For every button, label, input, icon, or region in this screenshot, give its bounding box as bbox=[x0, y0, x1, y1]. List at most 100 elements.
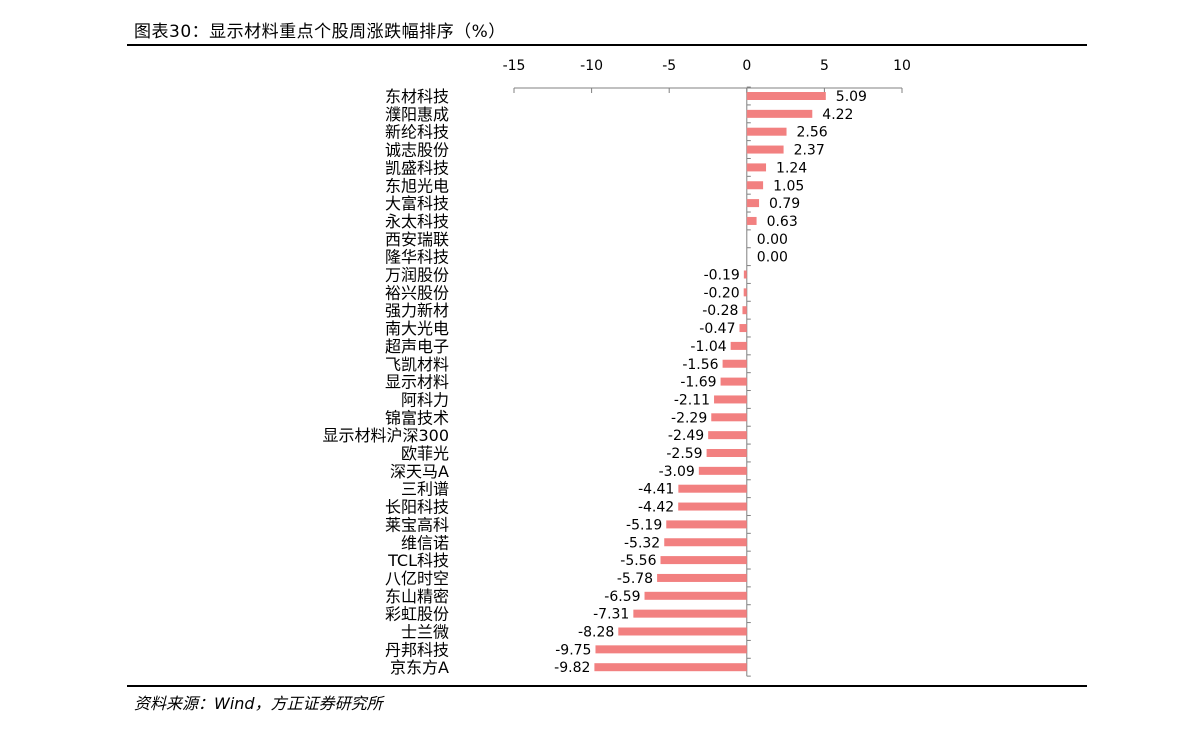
value-label: 5.09 bbox=[836, 89, 867, 105]
category-label: 三利谱 bbox=[401, 480, 449, 499]
bar bbox=[746, 92, 826, 100]
value-label: -1.04 bbox=[690, 339, 726, 355]
value-label: 0.00 bbox=[757, 232, 788, 248]
bottom-rule bbox=[127, 685, 1087, 687]
value-label: 1.05 bbox=[773, 178, 804, 194]
bar bbox=[660, 556, 747, 565]
bar bbox=[746, 127, 787, 136]
bar bbox=[746, 163, 767, 172]
value-label: 2.37 bbox=[794, 143, 825, 159]
value-label: -0.47 bbox=[699, 321, 735, 337]
category-label: 南大光电 bbox=[385, 319, 449, 338]
bar bbox=[743, 270, 747, 279]
value-label: -4.42 bbox=[638, 500, 674, 516]
category-label: 维信诺 bbox=[401, 533, 449, 552]
x-tick-label: 0 bbox=[742, 58, 751, 74]
value-label: -5.78 bbox=[617, 571, 653, 587]
value-label: -9.75 bbox=[555, 642, 591, 658]
category-label: 诚志股份 bbox=[385, 141, 449, 160]
bar bbox=[730, 341, 747, 350]
value-label: -2.29 bbox=[671, 410, 707, 426]
bar bbox=[746, 145, 784, 154]
category-label: 锦富技术 bbox=[385, 408, 449, 427]
value-label: -2.59 bbox=[666, 446, 702, 462]
figure-title: 图表30：显示材料重点个股周涨跌幅排序（%） bbox=[134, 22, 506, 42]
category-label: 丹邦科技 bbox=[385, 640, 449, 659]
category-label: 显示材料 bbox=[385, 373, 449, 392]
x-tick-label: -15 bbox=[503, 58, 526, 74]
value-label: -2.49 bbox=[668, 428, 704, 444]
bar bbox=[746, 109, 813, 118]
category-label: TCL科技 bbox=[387, 551, 449, 570]
category-label: 八亿时空 bbox=[385, 569, 449, 588]
category-label: 京东方A bbox=[390, 658, 449, 677]
top-rule bbox=[127, 44, 1087, 46]
category-label: 莱宝高科 bbox=[385, 515, 449, 534]
category-label: 欧菲光 bbox=[401, 444, 449, 463]
value-label: -0.20 bbox=[703, 285, 739, 301]
bar bbox=[739, 324, 747, 333]
bar bbox=[664, 538, 747, 547]
category-label: 长阳科技 bbox=[385, 498, 449, 517]
category-label: 裕兴股份 bbox=[385, 283, 449, 302]
bar bbox=[644, 591, 747, 600]
value-label: -7.31 bbox=[593, 607, 629, 623]
category-label: 飞凯材料 bbox=[385, 355, 449, 374]
bar bbox=[633, 609, 747, 618]
bar bbox=[595, 645, 747, 654]
category-label: 新纶科技 bbox=[385, 123, 449, 142]
bar bbox=[618, 627, 747, 636]
bar bbox=[743, 288, 747, 297]
value-label: -6.59 bbox=[604, 589, 640, 605]
bar bbox=[678, 502, 747, 511]
value-label: -5.19 bbox=[626, 517, 662, 533]
bar bbox=[746, 181, 764, 190]
x-tick-label: 5 bbox=[820, 58, 829, 74]
category-label: 西安瑞联 bbox=[385, 230, 449, 249]
bar bbox=[666, 520, 747, 529]
value-label: -2.11 bbox=[674, 392, 710, 408]
value-label: 0.79 bbox=[769, 196, 800, 212]
value-label: -5.56 bbox=[620, 553, 656, 569]
category-label: 隆华科技 bbox=[385, 248, 449, 267]
category-label: 永太科技 bbox=[385, 212, 449, 231]
x-tick-label: -5 bbox=[662, 58, 676, 74]
category-label: 超声电子 bbox=[385, 337, 449, 356]
value-label: 4.22 bbox=[822, 107, 853, 123]
bar bbox=[711, 413, 747, 422]
value-label: -3.09 bbox=[659, 464, 695, 480]
value-label: -1.69 bbox=[680, 375, 716, 391]
category-label: 东材科技 bbox=[385, 87, 449, 106]
value-label: -0.28 bbox=[702, 303, 738, 319]
bar bbox=[722, 359, 747, 368]
category-label: 凯盛科技 bbox=[385, 158, 449, 177]
category-label: 显示材料沪深300 bbox=[322, 426, 449, 445]
value-label: 0.63 bbox=[767, 214, 798, 230]
category-label: 阿科力 bbox=[401, 390, 449, 409]
category-label: 彩虹股份 bbox=[385, 605, 449, 624]
value-label: -8.28 bbox=[578, 625, 614, 641]
bar bbox=[657, 573, 747, 582]
value-label: 0.00 bbox=[757, 250, 788, 266]
source-note: 资料来源：Wind，方正证券研究所 bbox=[134, 694, 383, 713]
category-label: 东旭光电 bbox=[385, 176, 449, 195]
category-label: 东山精密 bbox=[385, 587, 449, 606]
category-label: 濮阳惠成 bbox=[385, 105, 449, 124]
bar bbox=[720, 377, 747, 386]
category-label: 深天马A bbox=[390, 462, 449, 481]
bar bbox=[714, 395, 747, 404]
value-label: 2.56 bbox=[797, 125, 828, 141]
bar bbox=[698, 466, 747, 475]
bar bbox=[706, 449, 747, 457]
bar bbox=[708, 431, 747, 440]
value-label: -5.32 bbox=[624, 535, 660, 551]
bar bbox=[594, 663, 747, 672]
bar bbox=[746, 199, 760, 208]
value-label: -4.41 bbox=[638, 482, 674, 498]
value-label: -0.19 bbox=[704, 268, 740, 284]
value-label: -1.56 bbox=[682, 357, 718, 373]
x-tick-label: 10 bbox=[893, 58, 911, 74]
x-tick-label: -10 bbox=[580, 58, 603, 74]
bar bbox=[742, 306, 747, 315]
